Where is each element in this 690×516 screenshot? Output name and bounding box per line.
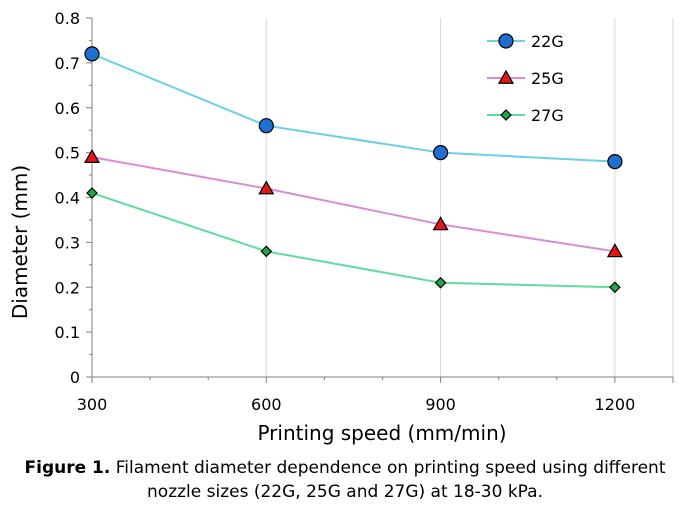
- data-point-22g: [84, 46, 100, 62]
- x-tick-label: 900: [425, 395, 456, 414]
- figure-caption: Figure 1. Filament diameter dependence o…: [0, 456, 690, 504]
- series-line-27g: [91, 192, 615, 289]
- y-tick-label: 0.6: [55, 99, 80, 118]
- data-point-27g: [260, 245, 273, 258]
- legend: 22G 25G 27G: [487, 32, 564, 125]
- y-tick-label: 0.3: [55, 233, 80, 252]
- y-tick-label: 0.5: [55, 144, 80, 163]
- legend-marker-27g: [500, 109, 512, 121]
- series-line-22g: [91, 52, 615, 163]
- caption-text: Filament diameter dependence on printing…: [110, 458, 666, 502]
- grid-lines: [265, 18, 674, 377]
- data-point-22g: [607, 154, 623, 170]
- x-tick-label: 1200: [595, 395, 636, 414]
- data-series: [83, 46, 623, 294]
- data-point-25g: [606, 243, 623, 258]
- x-tick-label: 300: [77, 395, 108, 414]
- y-tick-label: 0.8: [55, 9, 80, 28]
- series-line-25g: [91, 156, 616, 253]
- x-tick-label: 600: [251, 395, 282, 414]
- data-point-25g: [258, 180, 275, 195]
- data-point-27g: [609, 281, 621, 294]
- legend-marker-22g: [498, 33, 514, 49]
- y-tick-label: 0: [70, 368, 80, 387]
- legend-label-25g: 25G: [531, 69, 564, 88]
- y-tick-label: 0.1: [55, 323, 80, 342]
- data-point-22g: [433, 145, 449, 161]
- axes: 0 0.1 0.2 0.3 0.4 0.5 0.6 0.7 0.8 300 600 900 1200: [55, 9, 674, 414]
- legend-label-22g: 22G: [531, 32, 564, 51]
- y-tick-label: 0.4: [55, 189, 80, 208]
- y-tick-label: 0.7: [55, 54, 80, 73]
- data-point-25g: [432, 216, 449, 231]
- x-axis-title: Printing speed (mm/min): [257, 421, 506, 445]
- data-point-22g: [258, 118, 274, 134]
- data-point-25g: [83, 148, 101, 163]
- legend-label-27g: 27G: [531, 106, 564, 125]
- data-point-27g: [86, 187, 98, 199]
- data-point-27g: [434, 276, 447, 289]
- legend-marker-25g: [497, 69, 515, 84]
- y-axis-title: Diameter (mm): [8, 165, 32, 319]
- line-chart: 0 0.1 0.2 0.3 0.4 0.5 0.6 0.7 0.8 300 600 900 1200 2…: [8, 9, 674, 445]
- caption-label: Figure 1.: [24, 458, 111, 478]
- y-tick-label: 0.2: [55, 278, 80, 297]
